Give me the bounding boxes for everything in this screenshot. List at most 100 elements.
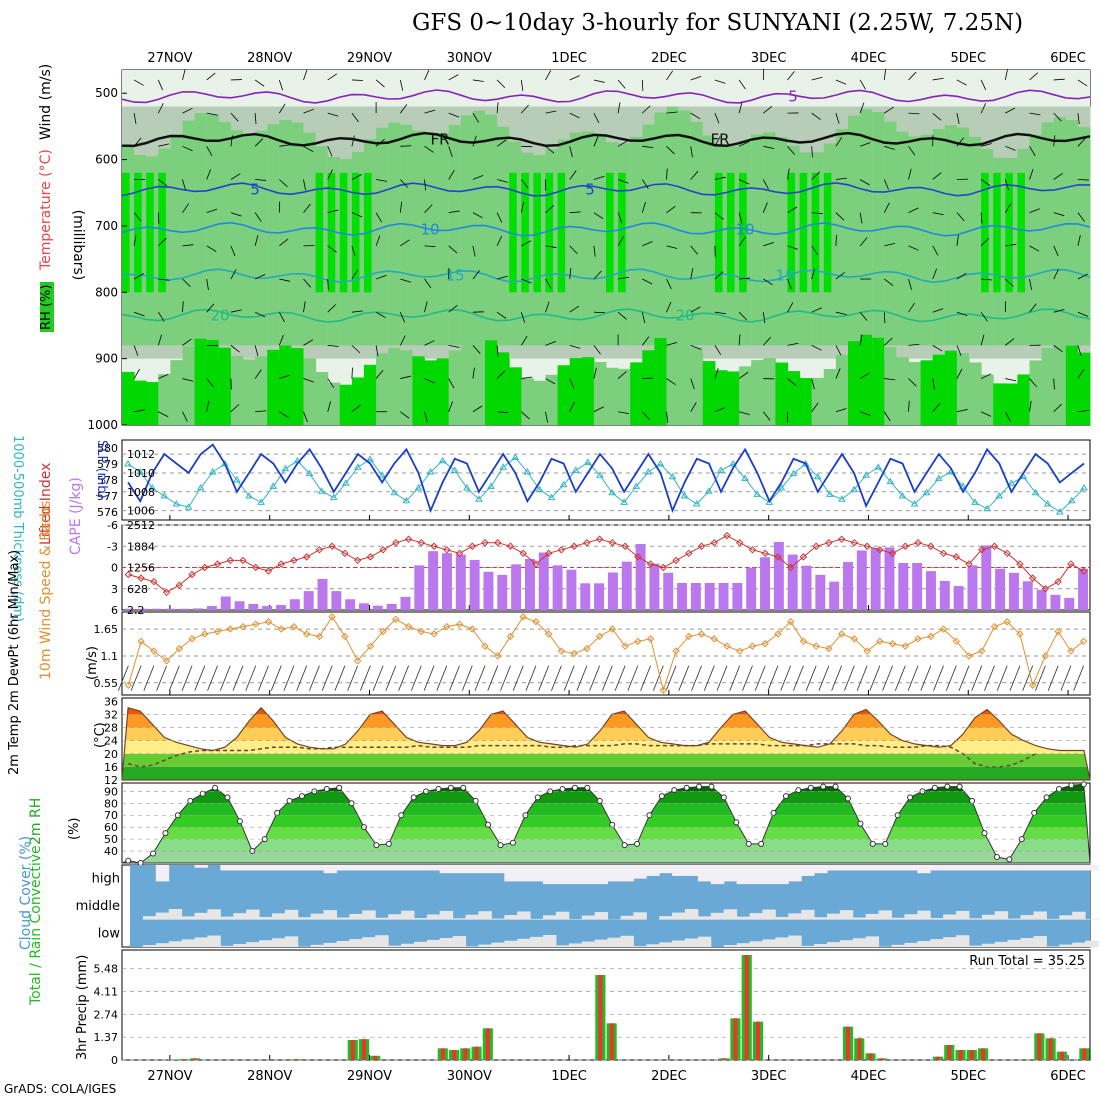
cloud-low-bar bbox=[672, 940, 686, 947]
rh-band-low bbox=[122, 371, 135, 425]
cloud-mid-bar bbox=[297, 917, 312, 920]
wind-barb bbox=[448, 245, 458, 254]
wind-barb bbox=[956, 113, 960, 124]
precip-conv-bar bbox=[181, 1059, 186, 1060]
wind-barb bbox=[762, 179, 769, 190]
thickness-point bbox=[281, 464, 290, 472]
wind-barb bbox=[400, 179, 409, 188]
thickness-point bbox=[620, 498, 629, 505]
rh-point bbox=[150, 850, 157, 857]
li-point bbox=[443, 546, 451, 554]
wind-barb bbox=[981, 278, 993, 281]
wind-barb bbox=[763, 145, 775, 149]
wind-barb bbox=[908, 71, 917, 81]
thickness-point bbox=[1007, 479, 1016, 486]
li-point bbox=[481, 539, 489, 547]
wind-barb bbox=[738, 102, 743, 114]
wind-barb bbox=[133, 311, 145, 317]
rh-band-low bbox=[739, 366, 752, 425]
thickness-point bbox=[753, 490, 762, 497]
thickness-point bbox=[220, 460, 229, 467]
wind-barb bbox=[618, 411, 630, 415]
date-label-bottom: 28NOV bbox=[247, 1069, 292, 1084]
wind-barb bbox=[521, 411, 530, 420]
cloud-mid-bar bbox=[994, 911, 1009, 920]
wind-barb bbox=[714, 367, 719, 379]
wind-barb bbox=[1053, 403, 1062, 413]
cloud-low-bar bbox=[1007, 939, 1022, 947]
rh-band-low bbox=[460, 341, 474, 425]
thickness-tick: 578 bbox=[97, 474, 118, 487]
precip-axis-label: 3hr Precip (mm) bbox=[75, 955, 90, 1060]
wind-barb bbox=[520, 201, 524, 213]
wind-speed-point bbox=[1067, 647, 1075, 655]
li-point bbox=[990, 542, 999, 550]
wind-barb-10m bbox=[1035, 665, 1046, 691]
rh-band-low bbox=[932, 354, 946, 425]
rh-band-low bbox=[146, 382, 159, 425]
wind-barb bbox=[448, 112, 460, 118]
rh-point bbox=[795, 787, 802, 794]
rh-band bbox=[642, 124, 655, 346]
wind-barb bbox=[206, 245, 217, 252]
wind-barb bbox=[424, 145, 434, 153]
wind-barb bbox=[303, 339, 314, 346]
wind-barb bbox=[254, 274, 266, 280]
date-label-top: 4DEC bbox=[851, 51, 887, 66]
wind-barb bbox=[254, 113, 257, 125]
wind-barb bbox=[520, 312, 526, 323]
cloud-low-bar bbox=[788, 935, 802, 947]
cloud-high-bar bbox=[401, 865, 415, 871]
precip-tick: 0 bbox=[111, 1054, 118, 1067]
rh-point bbox=[274, 809, 281, 816]
wind-barb bbox=[859, 79, 866, 90]
rh-band-low bbox=[763, 358, 776, 425]
wind-speed-point bbox=[264, 618, 273, 626]
wind-barb bbox=[811, 402, 819, 412]
cloud-high-bar bbox=[310, 865, 325, 871]
wind-axis-label: Wind (m/s) bbox=[38, 64, 54, 140]
wind-barb bbox=[908, 168, 912, 180]
wind-barb bbox=[158, 373, 169, 379]
wind-barb bbox=[617, 79, 626, 89]
li-point bbox=[1003, 549, 1011, 558]
cape-bar bbox=[981, 545, 992, 610]
wind-barb bbox=[593, 79, 605, 83]
cloud-high-bar bbox=[839, 865, 854, 871]
wind-barb-10m bbox=[232, 665, 244, 691]
cloud-mid-bar bbox=[581, 915, 596, 920]
wind-barb-10m bbox=[283, 665, 295, 691]
wind-barb-10m bbox=[869, 665, 881, 691]
cloud-mid-bar bbox=[749, 913, 763, 920]
cloud-high-bar bbox=[491, 865, 505, 874]
cloud-mid-bar bbox=[530, 918, 544, 920]
slp-tick: 1006 bbox=[127, 505, 155, 518]
wind-barb-10m bbox=[882, 665, 893, 691]
wind-speed-point bbox=[506, 632, 515, 641]
isotherm-line bbox=[121, 221, 1091, 237]
cloud-mid-bar bbox=[413, 918, 428, 920]
precip-tick: 4.11 bbox=[94, 986, 119, 999]
precip-conv-bar bbox=[981, 1048, 986, 1060]
cloud-mid-bar bbox=[517, 911, 531, 920]
thickness-point bbox=[317, 487, 326, 494]
cloud-low-bar bbox=[439, 937, 454, 947]
rh-band bbox=[654, 112, 667, 346]
li-point bbox=[761, 549, 769, 558]
cloud-mid-bar bbox=[633, 912, 647, 920]
wind-barb bbox=[1053, 212, 1065, 217]
wind-barb bbox=[569, 305, 580, 313]
rh-band bbox=[1077, 127, 1091, 346]
wind-barb-10m bbox=[716, 665, 728, 691]
wind-barb bbox=[521, 240, 532, 247]
wind-barb-10m bbox=[843, 665, 855, 691]
cloud-high-bar bbox=[749, 865, 763, 885]
rh-point bbox=[621, 842, 628, 849]
rh-band-low bbox=[896, 357, 909, 425]
rh-band-low bbox=[823, 369, 837, 425]
li-point bbox=[876, 546, 884, 554]
wind-speed-point bbox=[697, 630, 706, 638]
rh-band bbox=[351, 172, 360, 293]
wind-speed-point bbox=[1079, 637, 1088, 646]
wind-barb bbox=[956, 311, 968, 316]
